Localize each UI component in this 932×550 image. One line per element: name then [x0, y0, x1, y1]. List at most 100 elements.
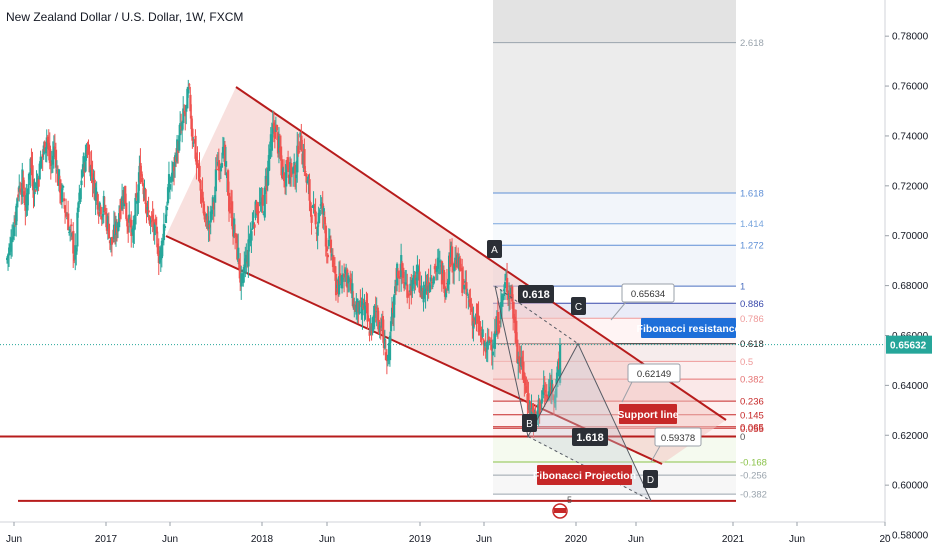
candle-body	[250, 231, 253, 241]
candle-body	[126, 219, 129, 227]
candle-body	[210, 209, 213, 215]
chart-title: New Zealand Dollar / U.S. Dollar, 1W, FX…	[6, 10, 244, 24]
us-flag-stripes	[554, 508, 566, 513]
candle-body	[523, 372, 526, 383]
candle-body	[300, 135, 303, 151]
candle-body	[344, 269, 347, 273]
candle-body	[16, 198, 19, 208]
candle-body	[518, 356, 521, 363]
candle-body	[134, 197, 137, 225]
candle-body	[237, 247, 240, 262]
time-tick-label: Jun	[628, 534, 644, 545]
candle-body	[527, 393, 530, 410]
candle-body	[141, 177, 144, 185]
candle-body	[422, 290, 425, 303]
candle-body	[546, 395, 549, 401]
candle-body	[128, 214, 131, 223]
candle-body	[235, 234, 238, 237]
candle-body	[348, 278, 351, 283]
candle-body	[39, 156, 42, 168]
candle-body	[153, 223, 156, 236]
candle-body	[349, 277, 352, 279]
fib-level-label: 0.055	[740, 424, 764, 435]
candle-body	[464, 280, 467, 283]
candle-body	[253, 224, 256, 228]
candle-body	[62, 185, 65, 188]
price-axis-background	[885, 0, 932, 550]
fib-zone-top	[493, 0, 736, 43]
candle-body	[154, 218, 157, 225]
candle-body	[484, 347, 487, 353]
candle-body	[27, 184, 30, 195]
candle-body	[163, 225, 167, 229]
candle-body	[352, 298, 355, 308]
candle-body	[282, 168, 285, 175]
candle-body	[318, 209, 321, 216]
candle-body	[420, 285, 423, 296]
candle-body	[263, 187, 266, 218]
candle-body	[151, 214, 154, 222]
candle-body	[48, 145, 51, 164]
candle-body	[521, 356, 524, 367]
candle-body	[13, 225, 16, 237]
candle-body	[176, 139, 179, 162]
candle-body	[506, 277, 509, 293]
candle-body	[471, 307, 474, 326]
candle-body	[359, 301, 362, 303]
candle-body	[474, 315, 477, 321]
candle-body	[310, 214, 313, 223]
candle-body	[553, 395, 557, 404]
time-tick-label: 2018	[251, 534, 274, 545]
candle-body	[486, 340, 489, 350]
candle-body	[82, 156, 85, 173]
candle-body	[504, 282, 507, 289]
candle-body	[160, 240, 164, 259]
price-tick-label: 0.64000	[892, 381, 929, 392]
candle-body	[12, 236, 15, 240]
candle-body	[314, 211, 317, 225]
candle-body	[296, 145, 299, 173]
fib-level-label: 0.786	[740, 314, 764, 325]
candle-body	[534, 411, 537, 416]
current-price-value: 0.65632	[890, 341, 927, 352]
candle-body	[23, 191, 26, 204]
fib-level-label: -0.168	[740, 457, 767, 468]
candle-body	[343, 274, 346, 278]
fib-ratio-bd-label-box	[572, 428, 608, 446]
candle-body	[140, 171, 143, 176]
candle-body	[233, 218, 236, 237]
candle-body	[43, 141, 46, 152]
candle-body	[70, 224, 73, 227]
candle-body	[149, 220, 152, 223]
candle-body	[111, 241, 115, 243]
candle-body	[67, 213, 70, 231]
candle-body	[341, 275, 344, 289]
candle-body	[374, 307, 377, 309]
candle-body	[33, 181, 36, 195]
candle-body	[198, 165, 201, 178]
time-tick-label: Jun	[6, 534, 22, 545]
candle-body	[491, 351, 494, 356]
candle-body	[393, 295, 396, 318]
candle-body	[96, 194, 99, 210]
candle-body	[466, 292, 469, 294]
candle-body	[522, 361, 525, 379]
candle-body	[188, 84, 191, 86]
price-c-callout: 0.65634	[631, 289, 665, 300]
fibonacci-projection-label: Fibonacci Projection	[533, 470, 636, 482]
candle-body	[462, 278, 465, 288]
price-d-callout: 0.59378	[661, 433, 695, 444]
fib-level-label: 0.065	[740, 422, 764, 433]
candle-body	[438, 261, 442, 263]
candle-body	[509, 292, 512, 299]
candle-body	[219, 166, 223, 172]
candle-body	[31, 165, 34, 187]
candle-body	[161, 240, 165, 243]
candle-body	[383, 338, 387, 349]
point-a-label: A	[491, 245, 498, 256]
support-line-label-box	[619, 404, 677, 424]
candle-body	[372, 315, 375, 328]
candle-body	[493, 331, 497, 349]
candle-body	[405, 282, 408, 285]
